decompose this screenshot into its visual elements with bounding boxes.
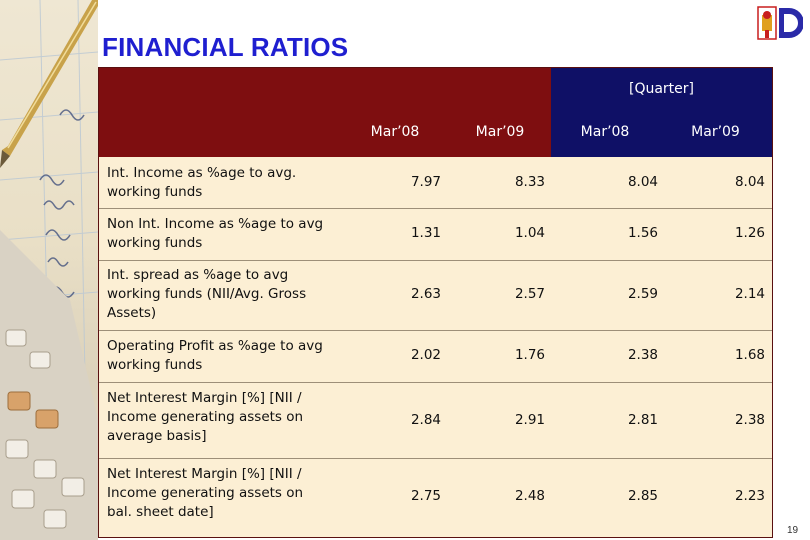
table-cell: 1.76 xyxy=(514,347,545,363)
table-cell: 2.38 xyxy=(734,412,765,428)
row-divider xyxy=(99,330,772,331)
row-divider xyxy=(99,458,772,459)
column-header: Mar’09 xyxy=(475,124,525,140)
row-divider xyxy=(99,260,772,261)
table-cell: 8.04 xyxy=(627,174,658,190)
table-cell: 2.23 xyxy=(734,488,765,504)
row-divider xyxy=(99,208,772,209)
row-label: Int. spread as %age to avg working funds… xyxy=(107,267,307,321)
table-cell: 2.91 xyxy=(514,412,545,428)
table-cell: 8.04 xyxy=(734,174,765,190)
table-cell: 2.57 xyxy=(514,286,545,302)
page-title: FINANCIAL RATIOS xyxy=(102,32,349,62)
table-cell: 1.68 xyxy=(734,347,765,363)
row-label: Net Interest Margin [%] [NII / Income ge… xyxy=(107,390,304,444)
table-cell: 1.56 xyxy=(627,225,658,241)
table-cell: 2.85 xyxy=(627,488,658,504)
ratios-table: [Quarter] Mar’08 Mar’09 Mar’08 Mar’09 In… xyxy=(98,67,773,538)
column-header: Mar’08 xyxy=(370,124,420,140)
row-label: Non Int. Income as %age to avg working f… xyxy=(107,216,324,251)
decorative-photo xyxy=(0,0,98,540)
table-cell: 2.75 xyxy=(410,488,441,504)
table-cell: 1.04 xyxy=(514,225,545,241)
table-cell: 2.02 xyxy=(410,347,441,363)
column-header: Mar’09 xyxy=(691,124,740,140)
row-divider xyxy=(99,382,772,383)
row-label: Net Interest Margin [%] [NII / Income ge… xyxy=(107,466,304,520)
table-cell: 2.14 xyxy=(734,286,765,302)
table-header-quarter xyxy=(551,68,772,157)
quarter-group-header: [Quarter] xyxy=(628,81,694,97)
table-cell: 2.63 xyxy=(410,286,441,302)
table-cell: 2.84 xyxy=(410,412,441,428)
table-cell: 2.38 xyxy=(627,347,658,363)
table-cell: 1.31 xyxy=(410,225,441,241)
row-label: Int. Income as %age to avg. working fund… xyxy=(107,165,297,200)
column-header: Mar’08 xyxy=(580,124,630,140)
table-cell: 2.59 xyxy=(627,286,658,302)
table-cell: 8.33 xyxy=(514,174,545,190)
bank-logo-icon xyxy=(757,6,804,40)
table-cell: 7.97 xyxy=(410,174,441,190)
table-cell: 2.48 xyxy=(514,488,545,504)
table-cell: 1.26 xyxy=(734,225,765,241)
table-cell: 2.81 xyxy=(627,412,658,428)
row-label: Operating Profit as %age to avg working … xyxy=(107,338,323,373)
page-number: 19 xyxy=(787,525,799,536)
table-header-left xyxy=(99,68,551,157)
